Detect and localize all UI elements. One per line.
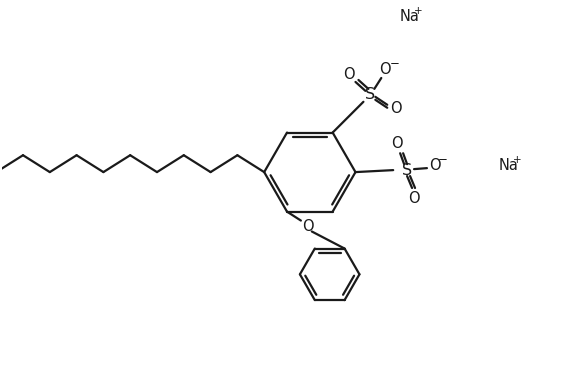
Text: −: −: [438, 153, 448, 166]
Text: +: +: [513, 155, 522, 165]
Text: Na: Na: [399, 9, 419, 24]
Text: S: S: [365, 87, 375, 102]
Text: +: +: [413, 6, 422, 16]
Text: O: O: [380, 61, 391, 77]
Text: O: O: [390, 101, 402, 116]
Text: O: O: [302, 219, 313, 234]
Text: O: O: [429, 158, 440, 173]
Text: O: O: [408, 191, 420, 206]
Text: Na: Na: [499, 158, 518, 173]
Text: O: O: [392, 136, 403, 151]
Text: −: −: [389, 57, 399, 70]
Text: S: S: [402, 162, 412, 178]
Text: O: O: [343, 67, 354, 81]
